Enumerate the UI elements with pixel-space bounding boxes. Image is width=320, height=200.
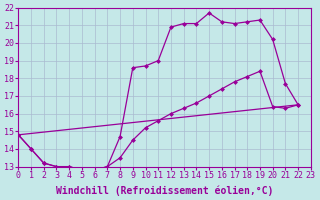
- X-axis label: Windchill (Refroidissement éolien,°C): Windchill (Refroidissement éolien,°C): [56, 185, 273, 196]
